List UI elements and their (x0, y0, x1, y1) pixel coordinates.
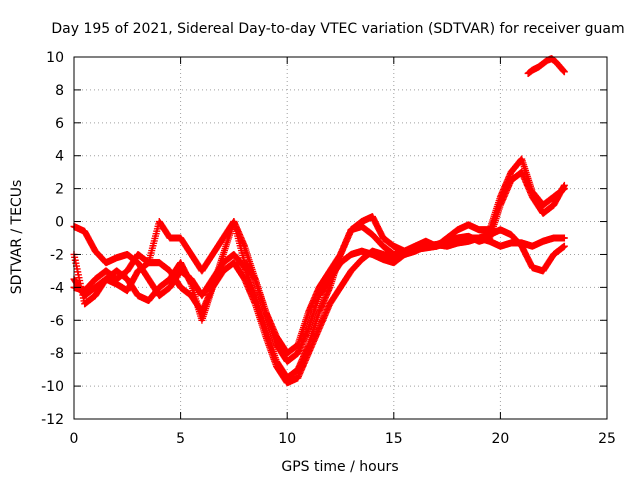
series-trace-b (70, 168, 568, 382)
y-tick-label: 8 (55, 83, 64, 99)
y-tick-label: 2 (55, 182, 64, 198)
series-trace-d (70, 155, 568, 357)
x-tick-label: 5 (176, 431, 185, 447)
y-tick-label: -4 (50, 280, 64, 296)
y-tick-label: 6 (55, 116, 64, 132)
x-tick-label: 15 (385, 431, 403, 447)
y-tick-label: 10 (46, 50, 64, 66)
data-point (560, 68, 568, 76)
x-axis-label: GPS time / hours (281, 459, 398, 475)
y-axis-label: SDTVAR / TECUs (9, 180, 25, 295)
x-tick-label: 0 (70, 431, 79, 447)
y-tick-label: 4 (55, 149, 64, 165)
y-tick-label: -2 (50, 247, 64, 263)
x-tick-label: 10 (278, 431, 296, 447)
x-tick-label: 25 (598, 431, 616, 447)
y-tick-label: -10 (41, 379, 64, 395)
data-points (70, 55, 568, 387)
chart-title: Day 195 of 2021, Sidereal Day-to-day VTE… (51, 21, 624, 37)
y-tick-label: -6 (50, 313, 64, 329)
axis-ticks: 0 5 10 15 20 25 -12 -10 -8 -6 -4 -2 0 2 4 6 8 10 (41, 50, 616, 447)
plot-frame (73, 56, 608, 420)
y-tick-label: -12 (41, 412, 64, 428)
series-trace-e (524, 55, 568, 77)
data-point (560, 242, 568, 250)
data-point (560, 185, 568, 193)
grid-lines (74, 57, 607, 419)
y-tick-label: 0 (55, 215, 64, 231)
y-tick-label: -8 (50, 346, 64, 362)
x-tick-label: 20 (491, 431, 509, 447)
data-point (560, 234, 568, 242)
